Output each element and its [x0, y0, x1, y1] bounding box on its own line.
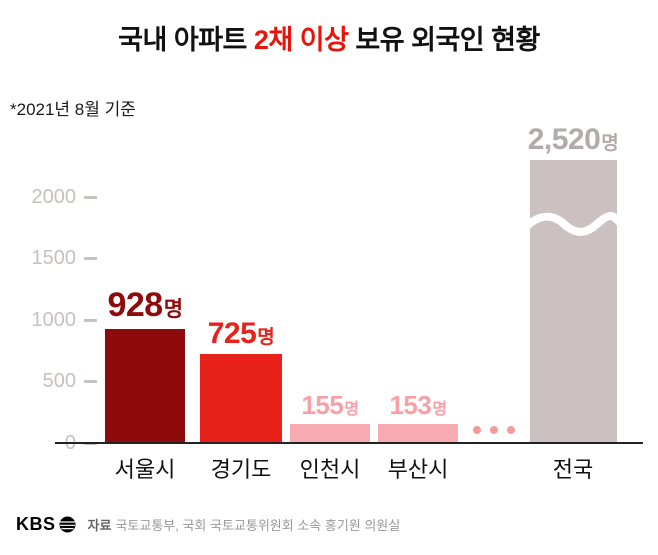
bar-break-wave [526, 212, 620, 236]
value-number: 153 [389, 389, 432, 420]
bar-category-label: 부산시 [387, 457, 449, 482]
value-number: 725 [207, 316, 257, 350]
bar-value-label: 928명 [35, 286, 255, 325]
chart-note: *2021년 8월 기준 [10, 100, 136, 119]
y-tick-label: 1000 [31, 308, 77, 331]
y-tick-label: 2000 [31, 185, 77, 208]
bar-category-label: 전국 [552, 457, 594, 482]
y-axis-tick: 1500 [0, 245, 97, 273]
bar-category-label: 경기도 [210, 457, 272, 482]
bar [526, 160, 620, 443]
bar [290, 424, 370, 443]
bar-category-label: 서울시 [114, 457, 176, 482]
ellipsis-dot [507, 426, 515, 434]
bar-value-label: 725명 [131, 316, 351, 350]
tick-mark [84, 380, 97, 383]
source-text: 자료 국토교통부, 국회 국토교통위원회 소속 홍기원 의원실 [88, 515, 401, 534]
y-tick-label: 500 [42, 370, 76, 392]
bar-value-label: 2,520명 [463, 122, 658, 156]
value-number: 155 [301, 389, 344, 420]
bar [105, 329, 185, 443]
source-body: 국토교통부, 국회 국토교통위원회 소속 홍기원 의원실 [115, 518, 401, 533]
ellipsis-dots [473, 426, 515, 434]
value-unit: 명 [257, 326, 275, 348]
value-unit: 명 [344, 400, 359, 418]
value-number: 928 [107, 286, 163, 325]
value-unit: 명 [432, 400, 447, 418]
value-unit: 명 [601, 132, 619, 154]
x-axis-line [55, 442, 643, 444]
tick-mark [84, 257, 97, 260]
bar-value-label: 153명 [308, 389, 528, 420]
chart-title: 국내 아파트 2채 이상 보유 외국인 현황 [0, 18, 658, 57]
globe-icon [59, 516, 76, 533]
value-number: 2,520 [527, 122, 601, 156]
y-axis-tick: 1000 [0, 306, 97, 334]
y-axis-tick: 2000 [0, 183, 97, 211]
source-label: 자료 [87, 518, 112, 533]
value-unit: 명 [163, 298, 183, 322]
ellipsis-dot [473, 426, 481, 434]
bar-category-label: 인천시 [299, 457, 361, 482]
tick-mark [84, 195, 97, 199]
tick-mark [84, 318, 97, 322]
bar [200, 354, 282, 443]
y-tick-label: 1500 [31, 247, 77, 269]
title-suffix: 보유 외국인 현황 [348, 25, 540, 55]
footer: KBS 자료 국토교통부, 국회 국토교통위원회 소속 홍기원 의원실 [16, 514, 400, 535]
title-prefix: 국내 아파트 [118, 25, 254, 55]
bar-value-label: 155명 [220, 389, 440, 420]
bar [378, 424, 458, 443]
title-highlight: 2채 이상 [253, 25, 349, 55]
kbs-logo-text: KBS [16, 514, 56, 534]
ellipsis-dot [490, 426, 498, 434]
y-axis-tick: 500 [0, 368, 97, 396]
kbs-logo: KBS [16, 514, 76, 535]
